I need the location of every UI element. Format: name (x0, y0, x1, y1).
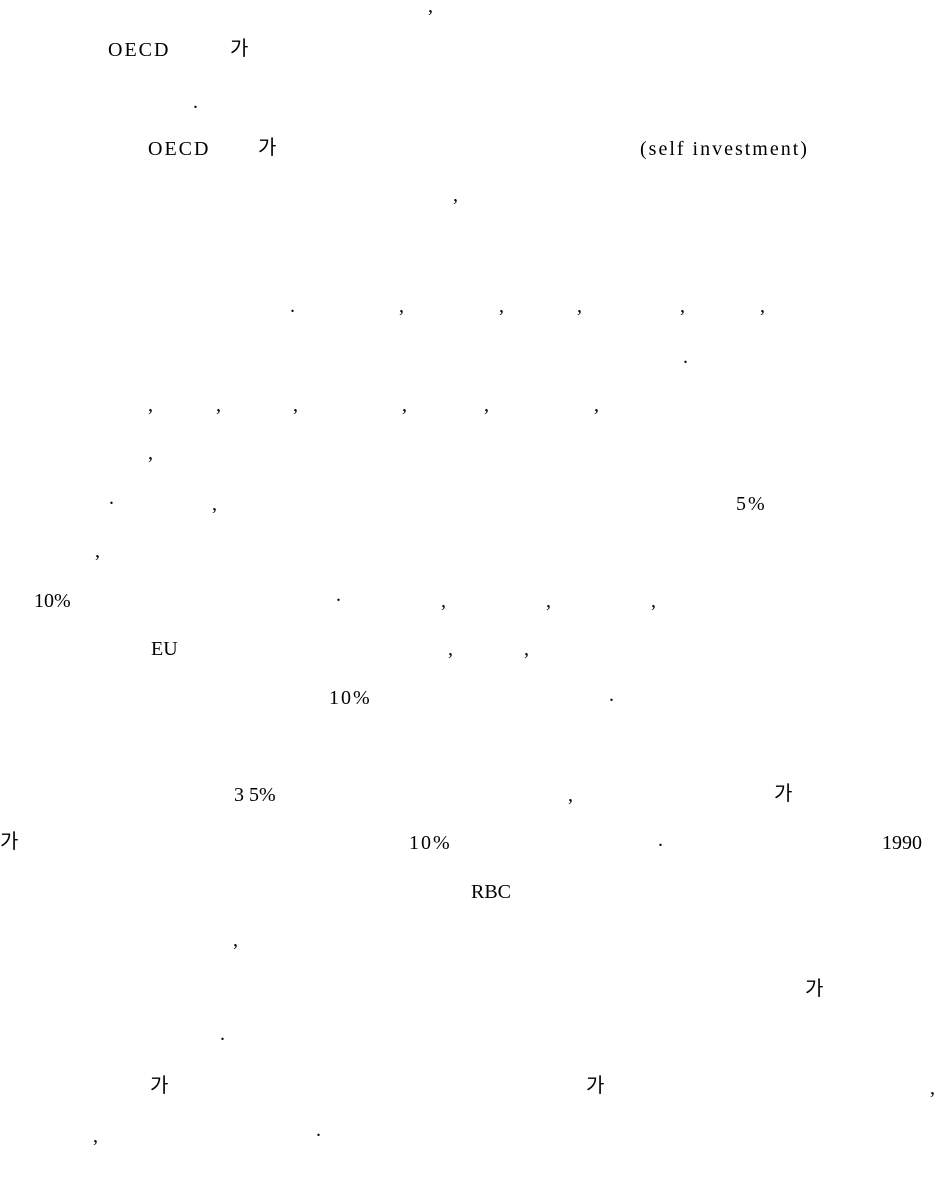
comma: , (212, 493, 217, 515)
comma: , (930, 1077, 935, 1099)
comma: , (148, 442, 153, 464)
comma: , (93, 1125, 98, 1147)
rbc-label: RBC (471, 881, 512, 903)
comma: , (293, 394, 298, 416)
comma: , (428, 0, 433, 17)
period: . (683, 346, 688, 368)
percent-value: 10% (329, 687, 372, 709)
korean-particle-ga: 가 (774, 781, 793, 805)
percent-value: 5% (736, 493, 767, 515)
oecd-label: OECD (148, 138, 211, 160)
eu-label: EU (151, 638, 178, 660)
comma: , (680, 295, 685, 317)
comma: , (453, 184, 458, 206)
period: . (609, 684, 614, 706)
comma: , (216, 394, 221, 416)
comma: , (568, 784, 573, 806)
comma: , (233, 929, 238, 951)
period: . (336, 584, 341, 606)
comma: , (441, 590, 446, 612)
period: . (316, 1119, 321, 1141)
comma: , (546, 590, 551, 612)
period: . (658, 829, 663, 851)
comma: , (524, 638, 529, 660)
korean-particle-ga: 가 (150, 1073, 169, 1097)
korean-particle-ga: 가 (586, 1073, 605, 1097)
comma: , (448, 638, 453, 660)
korean-particle-ga: 가 (805, 976, 824, 1000)
comma: , (594, 394, 599, 416)
comma: , (577, 295, 582, 317)
comma: , (95, 540, 100, 562)
period: . (109, 487, 114, 509)
comma: , (402, 394, 407, 416)
comma: , (148, 394, 153, 416)
percent-value: 10% (34, 590, 71, 612)
self-investment-term: (self investment) (640, 138, 809, 160)
period: . (193, 91, 198, 113)
korean-particle-ga: 가 (230, 36, 249, 60)
comma: , (484, 394, 489, 416)
comma: , (651, 590, 656, 612)
comma: , (399, 295, 404, 317)
period: . (220, 1023, 225, 1045)
percent-value: 10% (409, 832, 452, 854)
korean-particle-ga: 가 (0, 829, 19, 853)
period: . (290, 295, 295, 317)
comma: , (760, 295, 765, 317)
percent-range: 3 5% (234, 784, 276, 806)
comma: , (499, 295, 504, 317)
korean-particle-ga: 가 (258, 135, 277, 159)
year-label: 1990 (882, 832, 922, 854)
oecd-label: OECD (108, 39, 171, 61)
